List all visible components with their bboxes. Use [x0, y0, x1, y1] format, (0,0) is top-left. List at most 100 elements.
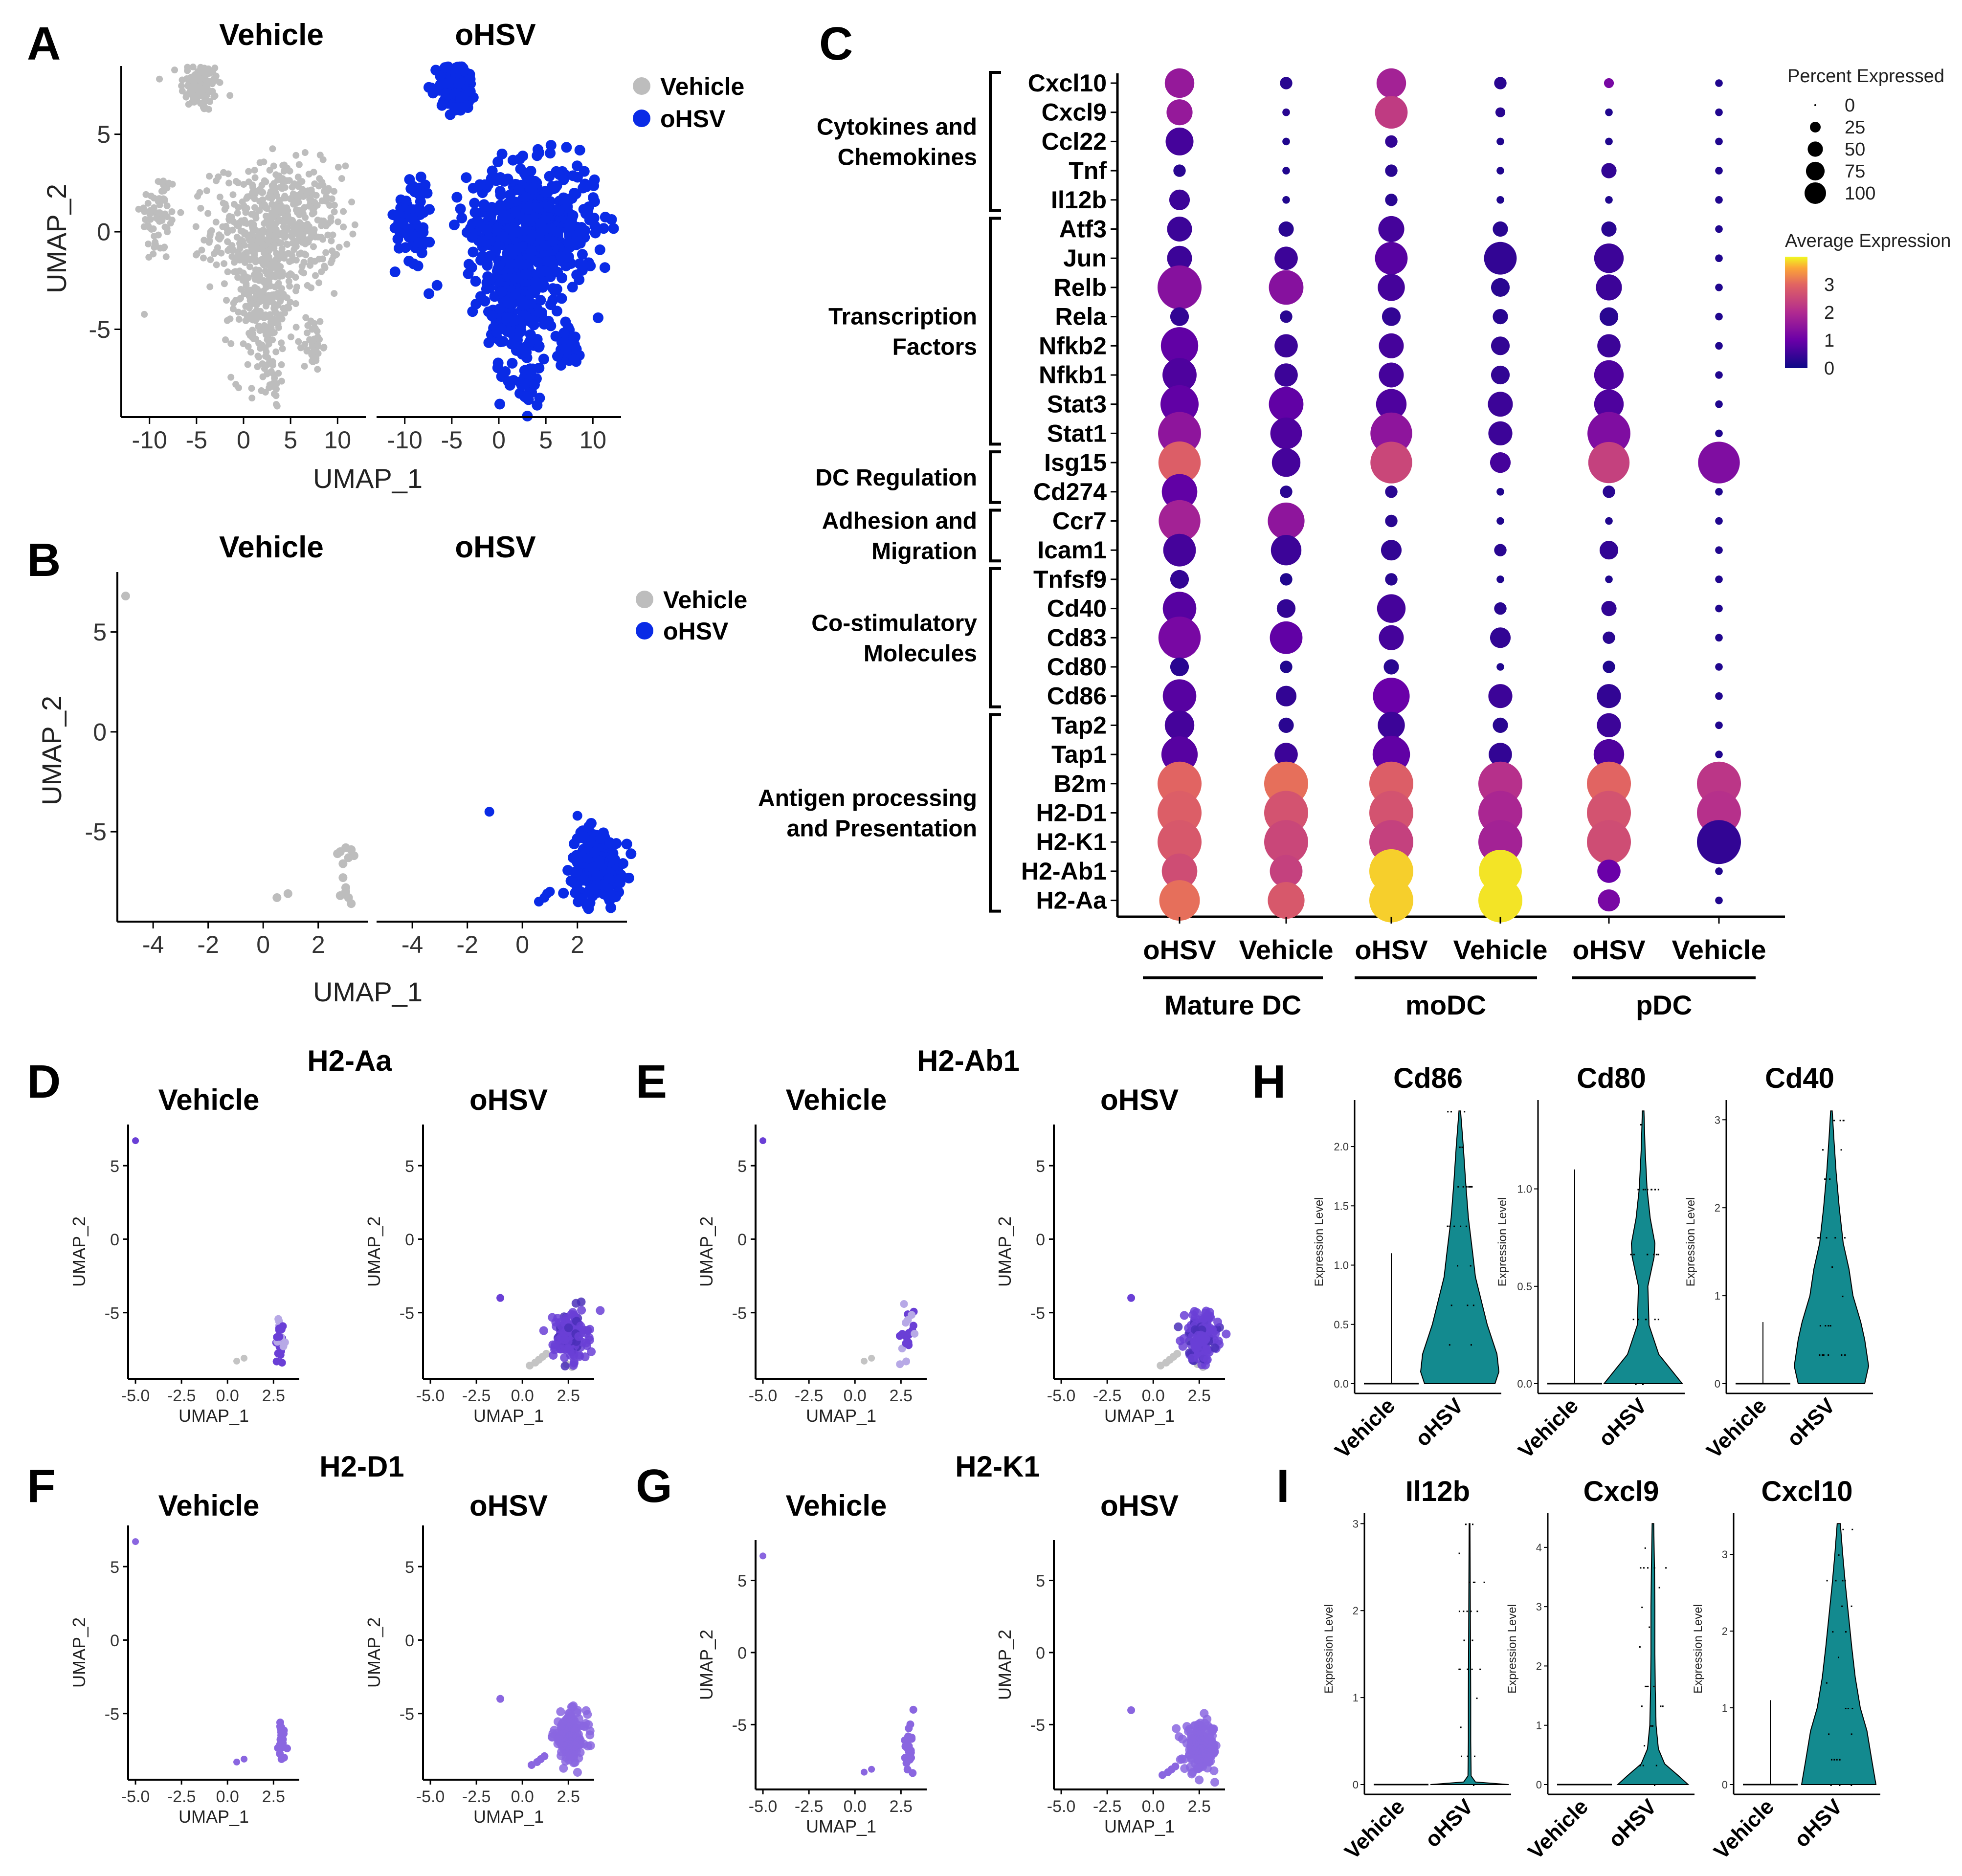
umap-point: [594, 855, 605, 866]
violin-y-tick-label: 0.0: [1334, 1378, 1349, 1390]
violin-group-label: Vehicle: [1523, 1794, 1593, 1864]
size-legend-dot: [1805, 182, 1826, 204]
umap-point: [1210, 1778, 1220, 1787]
violin-jitter-point: [1838, 1554, 1840, 1556]
violin-jitter-point: [1657, 1189, 1659, 1191]
umap-point: [178, 76, 186, 84]
umap-point: [235, 309, 242, 316]
umap-point: [248, 385, 255, 392]
small-x-label: UMAP_1: [178, 1406, 249, 1426]
x-tick-label: 2: [571, 931, 584, 958]
expression-dot: [1594, 389, 1624, 419]
umap-point: [568, 354, 580, 365]
violin-jitter-point: [1644, 1745, 1646, 1747]
umap-point: [349, 851, 358, 861]
violin-jitter-point: [1462, 1186, 1464, 1188]
umap-point: [223, 222, 230, 230]
umap-point: [503, 376, 514, 387]
umap-point: [497, 336, 509, 347]
umap-point: [513, 184, 525, 196]
umap-point: [525, 329, 536, 340]
expression-dot: [1697, 820, 1741, 864]
expression-dot: [1158, 265, 1202, 309]
violin-jitter-point: [1653, 1567, 1655, 1569]
umap-point: [465, 73, 476, 85]
violin-y-tick-label: 3: [1715, 1114, 1720, 1126]
umap-point: [492, 156, 504, 168]
umap-point: [248, 211, 255, 218]
umap-point: [292, 181, 299, 189]
x-tick-label: 0.0: [216, 1387, 239, 1405]
violin-jitter-point: [1658, 1254, 1659, 1256]
umap-point: [1198, 1744, 1207, 1753]
panel-b-ohsv-plot: -4 -2 0 2: [377, 807, 637, 958]
violin-jitter-point: [1842, 1296, 1844, 1298]
umap-point: [625, 848, 637, 860]
violin-jitter-point: [1844, 1354, 1846, 1356]
expression-dot: [1274, 334, 1298, 358]
violin-y-tick-label: 3: [1353, 1518, 1359, 1530]
umap-point: [423, 82, 434, 93]
umap-point: [491, 327, 502, 338]
x-tick-label: 0: [492, 426, 506, 454]
umap-point: [241, 1354, 248, 1362]
expression-dot: [1495, 107, 1506, 117]
category-label: Adhesion and: [822, 508, 977, 534]
expression-dot: [1604, 78, 1614, 88]
umap-point: [263, 213, 270, 220]
gene-label: Ccr7: [1052, 508, 1107, 535]
umap-point: [583, 1710, 592, 1719]
umap-point: [905, 1724, 913, 1733]
umap-point: [309, 353, 316, 360]
expression-dot: [1496, 137, 1504, 146]
umap-point: [320, 344, 328, 351]
umap-point: [221, 280, 228, 287]
umap-point: [896, 1360, 904, 1368]
violin-jitter-point: [1469, 1186, 1471, 1188]
umap-point: [563, 1337, 573, 1346]
violin-jitter-point: [1461, 1755, 1462, 1757]
violin-jitter-point: [1471, 1186, 1473, 1188]
umap-point: [591, 870, 602, 881]
umap-point: [296, 250, 303, 258]
expression-dot: [1269, 387, 1304, 422]
size-legend-label: 100: [1845, 183, 1875, 204]
expression-dot: [1167, 217, 1192, 242]
expression-dot: [1378, 274, 1405, 301]
umap-point: [623, 872, 634, 883]
umap-point: [254, 363, 261, 370]
umap-point: [587, 1347, 596, 1356]
umap-point: [259, 235, 266, 243]
umap-point: [279, 175, 287, 182]
column-label: Vehicle: [1672, 934, 1766, 965]
violin-jitter-point: [1824, 1178, 1826, 1180]
umap-point: [1200, 1353, 1209, 1362]
violin-jitter-point: [1459, 1668, 1461, 1670]
violin-group-label: oHSV: [1789, 1794, 1847, 1852]
umap-point: [496, 1695, 505, 1703]
umap-point: [347, 899, 356, 908]
expression-dot: [1382, 307, 1401, 326]
violin-jitter-point: [1633, 1254, 1635, 1256]
umap-point: [338, 873, 348, 883]
expression-dot: [1385, 194, 1398, 206]
x-tick-label: -2.5: [167, 1387, 196, 1405]
x-tick-label: 0.0: [511, 1788, 534, 1806]
expression-dot: [1271, 448, 1301, 477]
umap-point: [517, 296, 528, 307]
umap-point: [389, 266, 401, 278]
umap-point: [501, 312, 513, 324]
umap-point: [265, 235, 272, 243]
umap-point: [573, 1767, 582, 1777]
subplot-title-vehicle: Vehicle: [158, 1083, 260, 1116]
umap-point: [580, 225, 591, 236]
violin-jitter-point: [1644, 1189, 1646, 1191]
expression-dot: [1484, 242, 1517, 275]
violin-y-tick-label: 1.5: [1334, 1200, 1349, 1212]
violin-jitter-point: [1658, 1587, 1660, 1589]
umap-point: [308, 197, 315, 204]
y-tick-label: 0: [1036, 1231, 1045, 1249]
category-label: DC Regulation: [815, 465, 977, 491]
umap-point: [289, 252, 296, 259]
violin-y-tick-label: 0: [1536, 1779, 1542, 1791]
